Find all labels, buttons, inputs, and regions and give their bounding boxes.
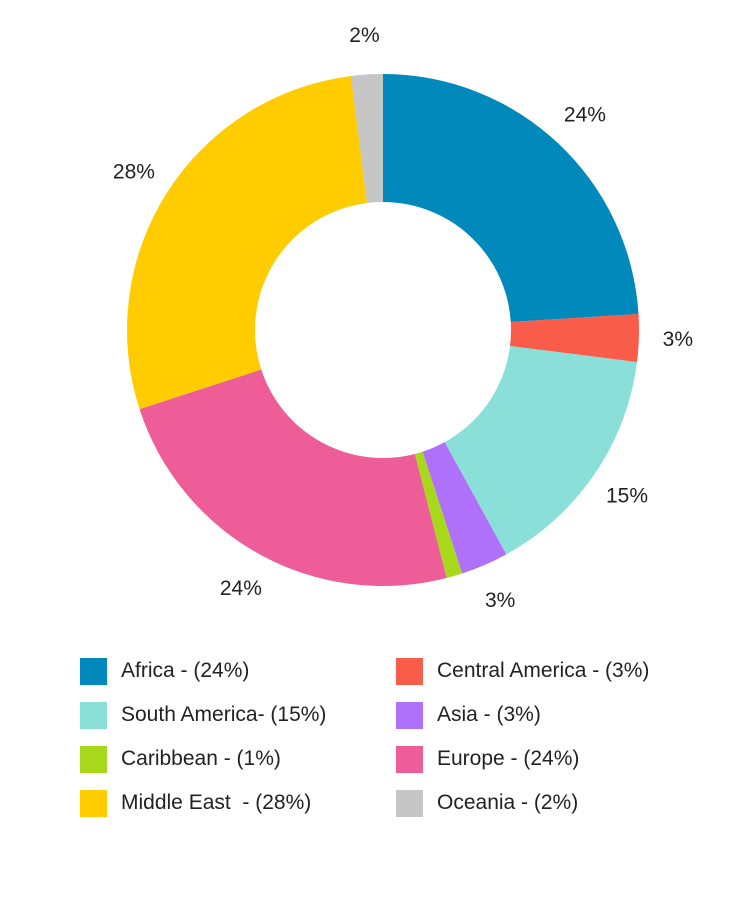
slice-label-europe: 24% <box>220 577 262 600</box>
legend-label: Middle East - (28%) <box>121 791 312 814</box>
labels-layer: 24% 3% 15% 3% 24% 28% 2% <box>113 24 693 612</box>
legend-swatch-caribbean <box>80 745 107 773</box>
legend-item-asia: Asia - (3%) <box>396 701 712 729</box>
legend-item-caribbean: Caribbean - (1%) <box>80 745 396 773</box>
slice-label-central-america: 3% <box>663 328 693 351</box>
legend-swatch-south-america <box>80 701 107 729</box>
slice-asia <box>422 442 507 574</box>
slice-label-south-america: 15% <box>606 484 648 507</box>
legend-label: Oceania - (2%) <box>437 791 579 814</box>
legend-swatch-oceania <box>396 789 423 817</box>
slice-middle-east <box>126 76 367 410</box>
legend-item-middle-east: Middle East - (28%) <box>80 789 396 817</box>
legend-label: Europe - (24%) <box>437 747 580 770</box>
legend-item-oceania: Oceania - (2%) <box>396 789 712 817</box>
legend-label: South America- (15%) <box>121 703 327 726</box>
legend-item-south-america: South America- (15%) <box>80 701 396 729</box>
legend-label: Africa - (24%) <box>121 659 250 682</box>
slice-label-oceania: 2% <box>349 24 379 47</box>
slice-europe <box>139 369 447 586</box>
slice-central-america <box>509 313 639 363</box>
legend-label: Asia - (3%) <box>437 703 541 726</box>
slice-oceania <box>350 74 383 204</box>
legend-label: Central America - (3%) <box>437 659 650 682</box>
slice-label-middle-east: 28% <box>113 160 155 183</box>
chart-legend: Africa - (24%) Central America - (3%) Sout… <box>80 657 720 817</box>
slice-africa <box>383 74 639 322</box>
donut-chart: 24% 3% 15% 3% 24% 28% 2% <box>113 24 693 612</box>
slice-label-asia: 3% <box>485 589 515 612</box>
legend-item-central-america: Central America - (3%) <box>396 657 712 685</box>
legend-swatch-asia <box>396 701 423 729</box>
slices-layer <box>126 74 639 586</box>
legend-swatch-middle-east <box>80 789 107 817</box>
legend-label: Caribbean - (1%) <box>121 747 281 770</box>
slice-south-america <box>444 346 637 555</box>
slice-caribbean <box>414 451 463 578</box>
legend-swatch-central-america <box>396 657 423 685</box>
legend-item-africa: Africa - (24%) <box>80 657 396 685</box>
slice-label-africa: 24% <box>564 103 606 126</box>
legend-item-europe: Europe - (24%) <box>396 745 712 773</box>
legend-swatch-africa <box>80 657 107 685</box>
legend-swatch-europe <box>396 745 423 773</box>
donut-chart-svg: 24% 3% 15% 3% 24% 28% 2% <box>113 24 693 612</box>
